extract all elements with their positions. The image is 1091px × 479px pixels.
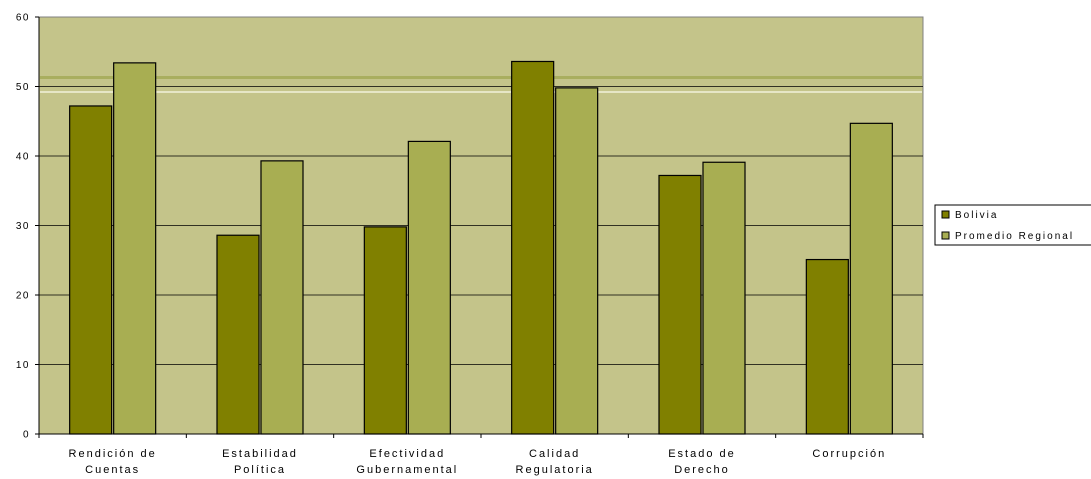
bar-promedio-regional <box>407 140 451 435</box>
legend: Bolivia Promedio Regional <box>934 204 1091 246</box>
y-tick-labels: 0 10 20 30 40 50 60 <box>16 13 30 441</box>
x-category-label: Regulatoria <box>516 464 594 476</box>
legend-box <box>934 204 1091 246</box>
bar-promedio-regional <box>702 161 746 435</box>
bar-promedio-regional <box>555 87 599 435</box>
x-category-labels: Rendición de Cuentas Estabilidad Política Ef… <box>69 448 886 476</box>
bar-bolivia <box>363 226 407 435</box>
y-tick-label: 30 <box>16 221 30 232</box>
bar-promedio-regional <box>260 160 304 435</box>
y-tick-label: 0 <box>23 430 30 441</box>
bar-bolivia <box>805 258 849 435</box>
x-category-label: Efectividad <box>369 448 445 460</box>
legend-swatch-promedio-regional <box>941 231 950 240</box>
bar-promedio-regional <box>113 62 157 435</box>
gridlines <box>39 86 923 365</box>
bar-bolivia <box>511 60 555 435</box>
x-category-label: Cuentas <box>85 464 140 476</box>
legend-label-promedio-regional: Promedio Regional <box>955 231 1074 242</box>
x-category-label: Rendición de <box>69 448 157 460</box>
y-tick-label: 60 <box>16 13 30 24</box>
y-tick-label: 20 <box>16 291 30 302</box>
x-category-label: Derecho <box>674 464 730 476</box>
x-category-label: Estado de <box>668 448 736 460</box>
y-tick-label: 40 <box>16 152 30 163</box>
x-category-label: Estabilidad <box>222 448 298 460</box>
y-tick-label: 10 <box>16 360 30 371</box>
x-category-label: Calidad <box>529 448 580 460</box>
x-category-label: Corrupción <box>812 448 886 460</box>
highlight-bands <box>40 76 922 93</box>
bar-bolivia <box>69 105 113 435</box>
x-category-label: Política <box>234 464 286 476</box>
x-category-label: Gubernamental <box>356 464 458 476</box>
legend-label-bolivia: Bolivia <box>955 210 998 221</box>
bar-promedio-regional <box>849 122 893 435</box>
bar-bolivia <box>216 234 260 435</box>
axes <box>35 16 924 438</box>
legend-swatch-bolivia <box>941 210 950 219</box>
y-tick-label: 50 <box>16 82 30 93</box>
bar-bolivia <box>658 174 702 435</box>
